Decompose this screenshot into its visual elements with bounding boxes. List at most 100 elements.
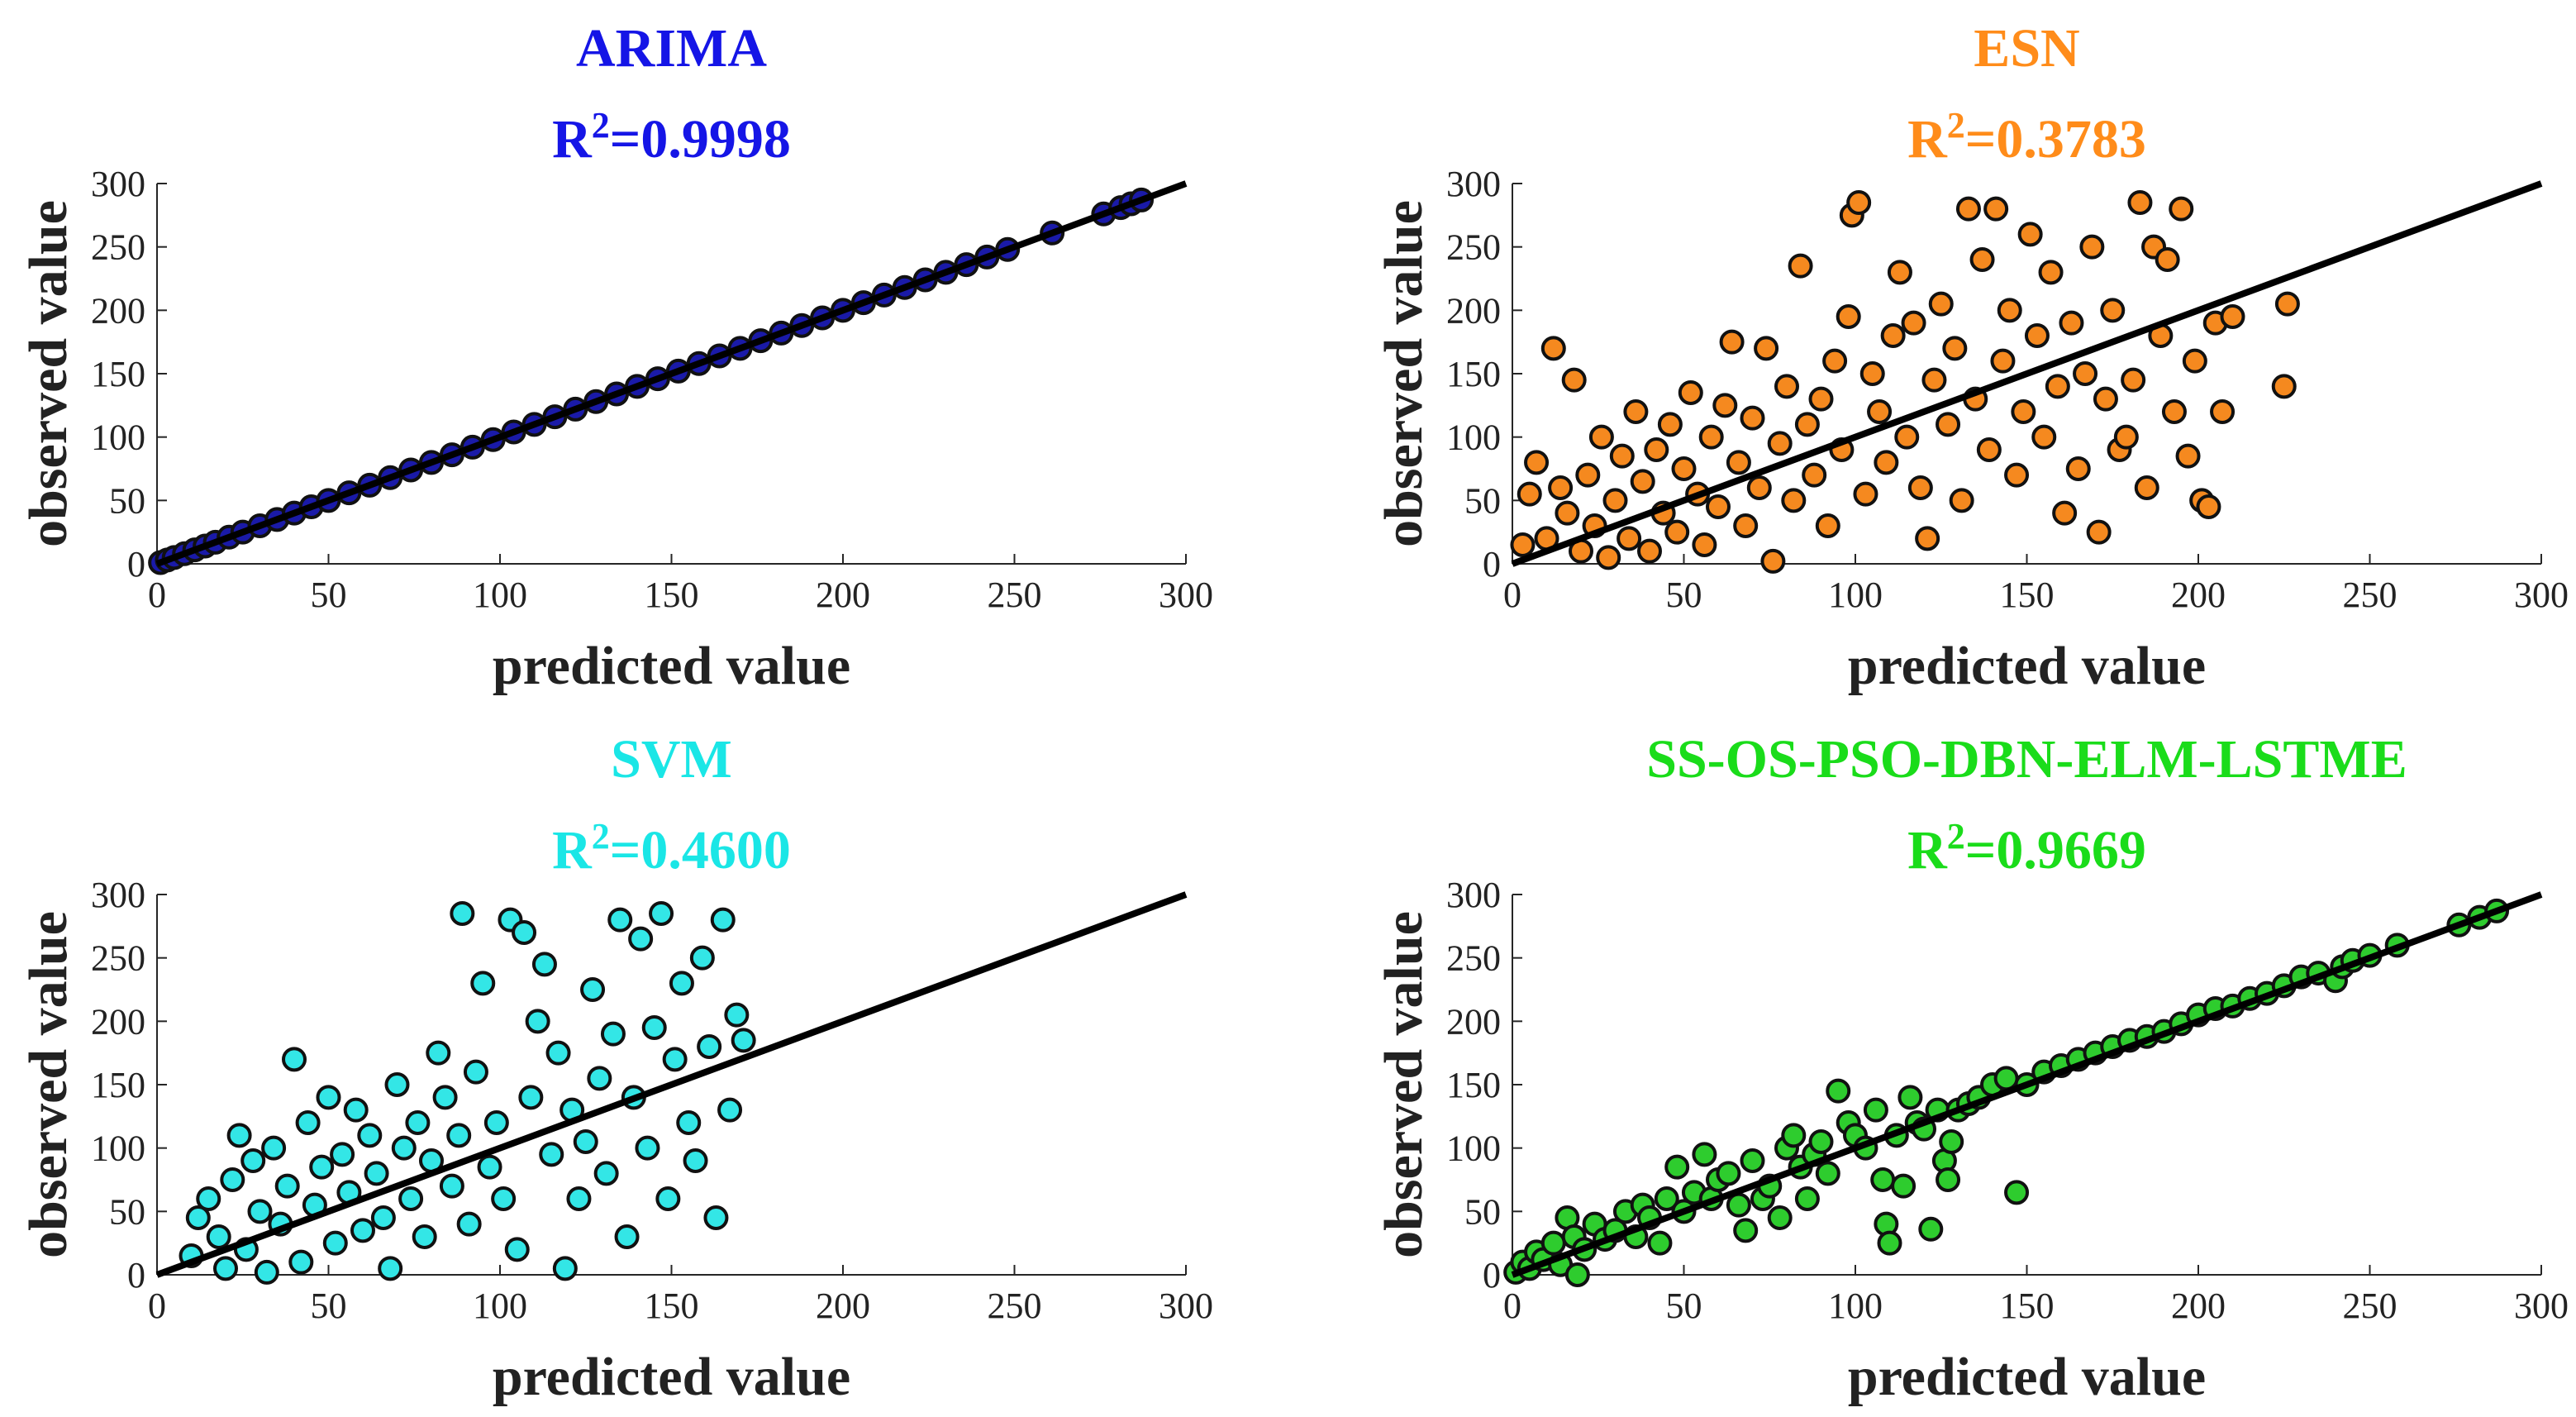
reference-line	[155, 891, 1188, 1278]
data-point	[2059, 310, 2084, 336]
data-point	[1733, 513, 1759, 538]
data-point	[545, 1040, 571, 1066]
x-tick-label: 150	[645, 575, 699, 615]
x-tick-label: 0	[148, 575, 166, 615]
data-point	[1808, 386, 1834, 412]
data-point	[2121, 367, 2146, 393]
x-tick-label: 0	[1503, 1286, 1521, 1326]
data-point	[1846, 190, 1872, 215]
data-point	[1726, 1192, 1751, 1218]
reference-line	[1511, 180, 2543, 567]
chart-panel-arima: ARIMA R2=0.9998 0 50 100 150 200 250 300 0 50 100 15…	[18, 18, 1213, 696]
chart-title: SVM	[611, 729, 732, 790]
data-point	[1647, 1230, 1673, 1256]
data-point	[607, 907, 633, 933]
data-point	[391, 1135, 417, 1161]
x-tick-label: 300	[2514, 1286, 2569, 1326]
chart-title: ARIMA	[576, 18, 767, 79]
x-tick-label: 100	[473, 1286, 527, 1326]
data-point	[2134, 475, 2159, 500]
y-tick-label: 250	[1446, 227, 1501, 268]
data-point	[1859, 361, 1885, 386]
data-point	[1983, 196, 2009, 222]
data-point	[641, 1015, 667, 1040]
data-point	[343, 1097, 369, 1123]
data-point	[1969, 247, 1995, 272]
data-point	[703, 1205, 729, 1230]
data-point	[2182, 348, 2207, 374]
data-point	[2274, 291, 2300, 317]
data-point	[2093, 386, 2118, 412]
data-point	[1788, 253, 1813, 279]
r-squared-symbol: R	[552, 109, 593, 169]
y-tick-label: 100	[91, 1128, 145, 1169]
data-point	[378, 1256, 403, 1281]
x-tick-label: 250	[988, 575, 1042, 615]
data-point	[1949, 488, 1974, 513]
data-point	[1853, 481, 1878, 507]
data-point	[2052, 500, 2078, 526]
x-tick-label: 50	[311, 575, 347, 615]
data-point	[185, 1205, 211, 1230]
data-point	[477, 1154, 502, 1180]
data-point	[1510, 532, 1536, 557]
x-tick-label: 150	[2000, 1286, 2055, 1326]
r-squared-label: R2=0.9998	[552, 105, 791, 169]
data-point	[2017, 222, 2043, 247]
reference-line	[155, 180, 1188, 567]
data-point	[669, 971, 694, 996]
data-point	[432, 1085, 458, 1110]
data-point	[1874, 450, 1899, 475]
data-point	[1870, 1167, 1896, 1192]
data-point	[649, 901, 674, 926]
data-point	[697, 1034, 722, 1059]
data-point	[2271, 374, 2297, 399]
data-point	[2011, 399, 2036, 424]
r-squared-exponent: 2	[1947, 816, 1965, 856]
y-tick-label: 50	[109, 480, 145, 521]
data-point	[539, 1142, 564, 1167]
data-point	[1901, 310, 1926, 336]
y-tick-label: 200	[1446, 290, 1501, 331]
data-point	[2161, 399, 2187, 424]
data-point	[196, 1186, 221, 1211]
data-point	[1976, 437, 2002, 462]
x-tick-label: 0	[1503, 575, 1521, 615]
data-point	[1664, 519, 1690, 545]
x-tick-label: 300	[1159, 575, 1213, 615]
data-point	[1897, 1085, 1923, 1110]
data-point	[1939, 1129, 1964, 1154]
data-point	[206, 1224, 231, 1249]
data-point	[717, 1097, 743, 1123]
data-point	[1664, 1154, 1690, 1180]
data-point	[1863, 1097, 1888, 1123]
data-point	[1767, 431, 1793, 456]
data-point	[1692, 1142, 1717, 1167]
data-point	[1630, 469, 1655, 494]
data-point	[1716, 1161, 1741, 1186]
y-tick-label: 300	[1446, 875, 1501, 915]
data-point	[600, 1021, 626, 1047]
data-point	[552, 1256, 578, 1281]
data-point	[2220, 304, 2245, 329]
y-tick-label: 200	[1446, 1001, 1501, 1042]
data-point	[364, 1161, 389, 1186]
data-point	[316, 1085, 341, 1110]
data-point	[1936, 412, 1961, 437]
data-point	[1822, 348, 1848, 374]
data-point	[261, 1135, 287, 1161]
x-tick-label: 50	[311, 1286, 347, 1326]
data-point	[1555, 500, 1580, 526]
data-point	[1936, 1167, 1961, 1192]
x-tick-label: 0	[148, 1286, 166, 1326]
data-point	[1671, 456, 1697, 481]
data-point	[1836, 304, 1861, 329]
y-axis-label: observed value	[18, 200, 79, 547]
data-point	[2210, 399, 2236, 424]
data-point	[1692, 532, 1717, 557]
x-axis-label: predicted value	[1848, 1347, 2206, 1407]
data-point	[2113, 424, 2139, 450]
data-point	[2127, 190, 2153, 215]
x-axis-label: predicted value	[493, 1347, 850, 1407]
data-point	[1746, 475, 1772, 500]
